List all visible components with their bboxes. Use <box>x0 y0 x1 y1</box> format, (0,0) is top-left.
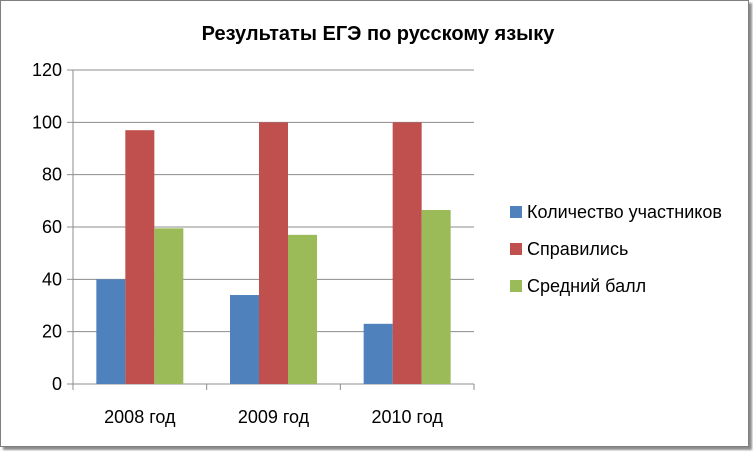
chart-title: Результаты ЕГЭ по русскому языку <box>202 23 556 45</box>
legend-label: Средний балл <box>527 276 646 296</box>
y-tick-label: 60 <box>42 217 62 237</box>
bar-0-1 <box>230 295 259 384</box>
y-tick-label: 0 <box>52 374 62 394</box>
bar-2-2 <box>421 209 451 384</box>
bar-1-0 <box>125 130 155 384</box>
y-tick-label: 40 <box>42 269 62 289</box>
y-tick-label: 20 <box>42 322 62 342</box>
x-category-label: 2010 год <box>371 407 443 427</box>
tick-labels: 0 20 40 60 80 100 120 <box>32 60 62 394</box>
legend-swatch <box>510 243 522 255</box>
x-category-label: 2008 год <box>104 407 176 427</box>
bar-0-0 <box>96 279 126 384</box>
bar-2-1 <box>288 234 317 384</box>
legend-label: Справились <box>527 239 628 259</box>
category-labels: 2008 год 2009 год 2010 год <box>104 407 443 427</box>
y-tick-label: 80 <box>42 165 62 185</box>
legend-label: Количество участников <box>527 202 722 222</box>
bar-2-0 <box>154 228 184 384</box>
legend: Количество участников Справились Средний б… <box>510 202 722 296</box>
y-tick-label: 100 <box>32 112 62 132</box>
legend-swatch <box>510 206 522 218</box>
x-category-label: 2009 год <box>238 407 310 427</box>
bars <box>96 122 451 384</box>
y-tick-label: 120 <box>32 60 62 80</box>
bar-1-2 <box>392 122 422 384</box>
bar-0-2 <box>363 323 393 384</box>
bar-1-1 <box>259 122 288 384</box>
legend-swatch <box>510 280 522 292</box>
